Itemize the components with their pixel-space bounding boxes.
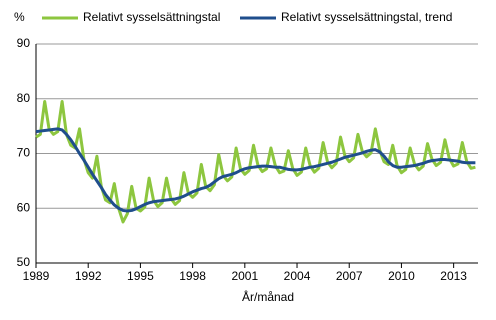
y-tick-label: 60 — [17, 200, 31, 214]
x-tick-label: 1992 — [75, 269, 102, 283]
series-line — [35, 99, 476, 224]
x-tick-label: 2010 — [388, 269, 415, 283]
x-tick-label: 1998 — [179, 269, 206, 283]
legend-label: Relativt sysselsättningstal — [83, 10, 220, 24]
y-unit: % — [14, 10, 25, 24]
legend-label: Relativt sysselsättningstal, trend — [281, 10, 452, 24]
x-tick-label: 2001 — [231, 269, 258, 283]
series-line — [35, 127, 476, 213]
x-axis-label: År/månad — [242, 289, 294, 304]
y-tick-label: 90 — [17, 36, 31, 50]
y-tick-label: 80 — [17, 91, 31, 105]
y-tick-label: 70 — [17, 146, 31, 160]
y-tick-label: 50 — [17, 255, 31, 269]
x-tick-label: 1989 — [23, 269, 50, 283]
x-tick-label: 2013 — [440, 269, 467, 283]
x-tick-label: 2007 — [336, 269, 363, 283]
x-tick-label: 2004 — [284, 269, 311, 283]
x-tick-label: 1995 — [127, 269, 154, 283]
